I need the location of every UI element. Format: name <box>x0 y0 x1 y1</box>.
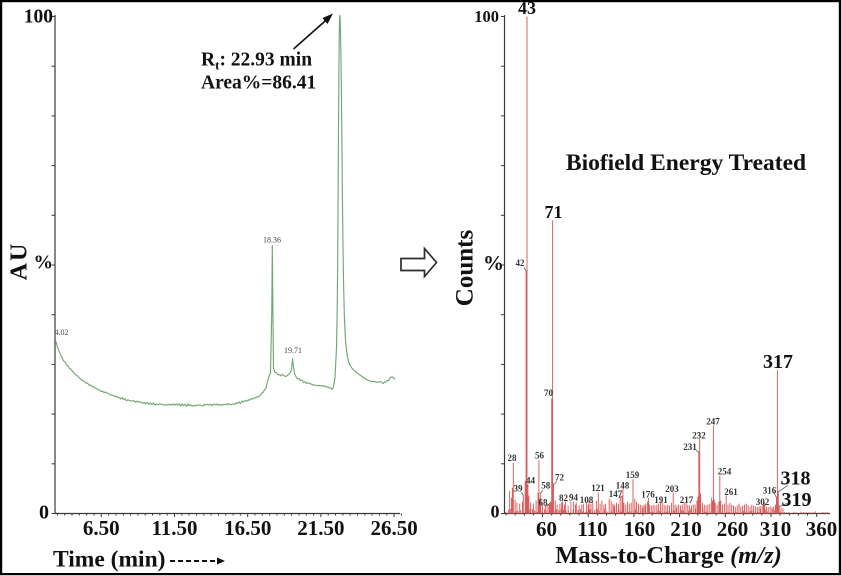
svg-text:232: 232 <box>692 431 706 441</box>
svg-text:108: 108 <box>580 495 594 505</box>
svg-text:72: 72 <box>555 473 565 483</box>
svg-text:60: 60 <box>536 517 557 541</box>
svg-text:58: 58 <box>541 481 551 491</box>
svg-text:231: 231 <box>683 442 697 452</box>
svg-text:147: 147 <box>609 489 623 499</box>
svg-text:261: 261 <box>724 487 738 497</box>
svg-text:Counts: Counts <box>452 230 479 307</box>
svg-text:0: 0 <box>491 502 500 522</box>
svg-text:360: 360 <box>806 517 838 541</box>
svg-text:210: 210 <box>670 517 702 541</box>
svg-text:176: 176 <box>641 490 655 500</box>
svg-text:AU: AU <box>7 242 33 281</box>
svg-text:19.71: 19.71 <box>284 346 302 355</box>
svg-text:21.50: 21.50 <box>297 516 344 540</box>
svg-text:148: 148 <box>616 481 630 491</box>
svg-text:39: 39 <box>514 484 524 494</box>
svg-text:71: 71 <box>545 202 563 222</box>
svg-text:56: 56 <box>535 451 545 461</box>
svg-text:319: 319 <box>782 489 812 511</box>
svg-text:18.36: 18.36 <box>263 236 281 245</box>
svg-text:217: 217 <box>680 495 694 505</box>
svg-text:254: 254 <box>718 467 732 477</box>
svg-text:43: 43 <box>518 0 536 18</box>
svg-text:310: 310 <box>760 517 792 541</box>
svg-text:%: % <box>483 251 504 275</box>
svg-text:44: 44 <box>526 476 536 486</box>
svg-text:16.50: 16.50 <box>224 516 271 540</box>
svg-text:100: 100 <box>474 7 499 26</box>
svg-text:Area%=86.41: Area%=86.41 <box>201 73 316 94</box>
svg-text:Mass-to-Charge (m/z): Mass-to-Charge (m/z) <box>555 542 782 569</box>
svg-text:70: 70 <box>544 388 554 398</box>
svg-text:82: 82 <box>559 493 569 503</box>
svg-text:11.50: 11.50 <box>151 516 197 540</box>
svg-text:159: 159 <box>626 470 640 480</box>
svg-text:121: 121 <box>591 483 605 493</box>
svg-text:Rt: 22.93 min: Rt: 22.93 min <box>201 50 312 73</box>
svg-text:Biofield Energy Treated: Biofield Energy Treated <box>566 150 806 176</box>
svg-text:94: 94 <box>569 493 579 503</box>
svg-text:317: 317 <box>763 351 793 373</box>
svg-text:110: 110 <box>577 517 607 541</box>
svg-text:160: 160 <box>624 517 656 541</box>
svg-text:26.50: 26.50 <box>370 516 417 540</box>
svg-text:247: 247 <box>706 417 720 427</box>
svg-text:68: 68 <box>539 498 549 508</box>
svg-text:302: 302 <box>756 497 770 507</box>
svg-text:28: 28 <box>508 453 518 463</box>
svg-text:Time (min): Time (min) <box>53 547 166 573</box>
svg-text:203: 203 <box>665 484 679 494</box>
svg-text:42: 42 <box>516 258 526 268</box>
svg-text:260: 260 <box>717 517 749 541</box>
svg-text:4.02: 4.02 <box>55 328 69 337</box>
svg-text:0: 0 <box>39 502 49 524</box>
svg-text:191: 191 <box>654 495 668 505</box>
svg-text:100: 100 <box>24 7 53 28</box>
svg-text:%: % <box>34 253 54 274</box>
svg-text:6.50: 6.50 <box>83 516 120 540</box>
svg-text:316: 316 <box>763 486 777 496</box>
svg-text:318: 318 <box>781 468 811 490</box>
